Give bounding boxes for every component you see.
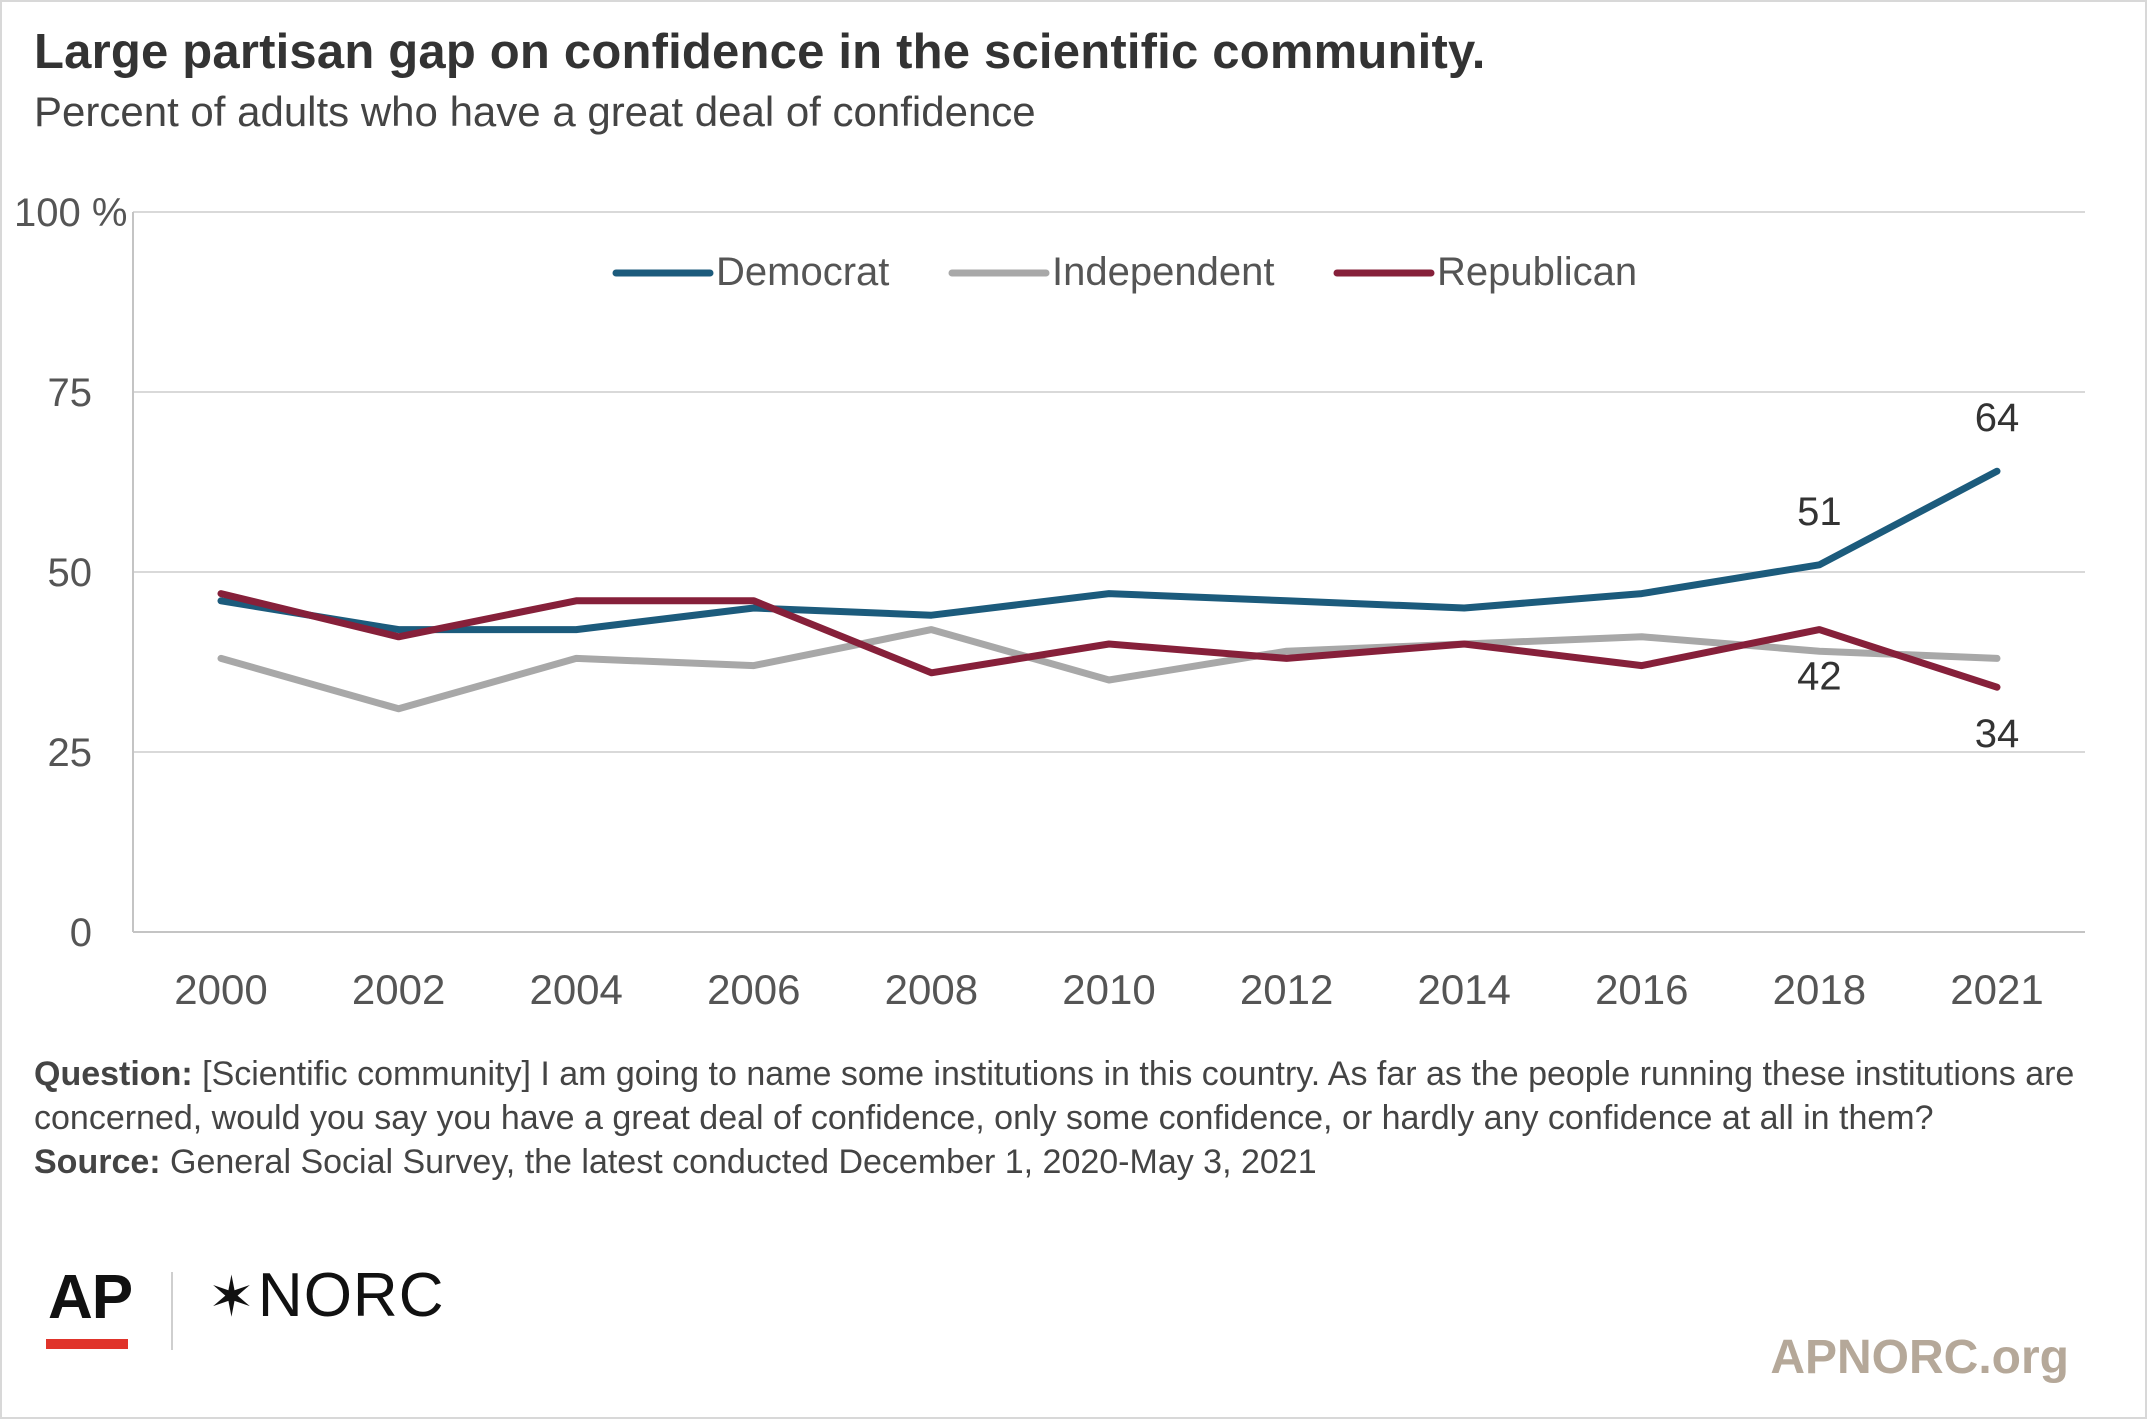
x-tick-label: 2014	[1417, 966, 1510, 1013]
ap-logo: AP	[48, 1263, 133, 1332]
x-tick-label: 2012	[1240, 966, 1333, 1013]
legend-label-democrat: Democrat	[716, 250, 889, 294]
logo-divider	[171, 1272, 173, 1350]
source-text: General Social Survey, the latest conduc…	[170, 1143, 1317, 1181]
series-line-republican	[217, 590, 2001, 691]
axes: 0 25 50 75 100 % 2000 2002 2004 2006 2008 2010 2012…	[14, 191, 2044, 1013]
series-line-democrat	[217, 467, 2001, 634]
chart-title: Large partisan gap on confidence in the …	[34, 25, 1486, 79]
data-label: 64	[1975, 396, 2020, 440]
chart-subtitle: Percent of adults who have a great deal …	[34, 88, 1036, 135]
y-tick-label: 75	[48, 371, 93, 415]
data-labels: 51 64 42 34	[1797, 396, 2019, 756]
source-note: Source: General Social Survey, the lates…	[34, 1140, 2094, 1184]
ap-logo-bar	[46, 1339, 128, 1349]
x-tick-label: 2004	[529, 966, 622, 1013]
x-tick-label: 2008	[885, 966, 978, 1013]
question-label: Question:	[34, 1055, 193, 1093]
site-link[interactable]: APNORC.org	[1770, 1331, 2069, 1384]
question-note: Question: [Scientific community] I am go…	[34, 1052, 2094, 1140]
source-label: Source:	[34, 1143, 161, 1181]
series-lines	[217, 467, 2001, 713]
y-tick-label: 25	[48, 731, 93, 775]
x-tick-label: 2002	[352, 966, 445, 1013]
question-text: [Scientific community] I am going to nam…	[34, 1055, 2075, 1137]
x-tick-label: 2010	[1062, 966, 1155, 1013]
x-tick-label: 2000	[174, 966, 267, 1013]
legend-label-republican: Republican	[1437, 250, 1637, 294]
y-tick-label: 100 %	[14, 191, 127, 235]
data-label: 42	[1797, 655, 1842, 699]
legend: Democrat Independent Republican	[612, 250, 1637, 294]
x-tick-label: 2006	[707, 966, 800, 1013]
x-tick-label: 2018	[1773, 966, 1866, 1013]
series-line-independent	[217, 626, 2001, 713]
norc-logo-text: NORC	[257, 1261, 445, 1330]
data-label: 51	[1797, 490, 1842, 534]
x-tick-label: 2016	[1595, 966, 1688, 1013]
chart-footer: Question: [Scientific community] I am go…	[34, 1052, 2094, 1184]
norc-star-icon: ✶	[208, 1265, 256, 1328]
y-tick-label: 0	[70, 911, 92, 955]
y-tick-label: 50	[48, 551, 93, 595]
legend-label-independent: Independent	[1052, 250, 1274, 294]
norc-logo: ✶NORC	[208, 1260, 444, 1331]
data-label: 34	[1975, 712, 2020, 756]
x-tick-label: 2021	[1950, 966, 2043, 1013]
